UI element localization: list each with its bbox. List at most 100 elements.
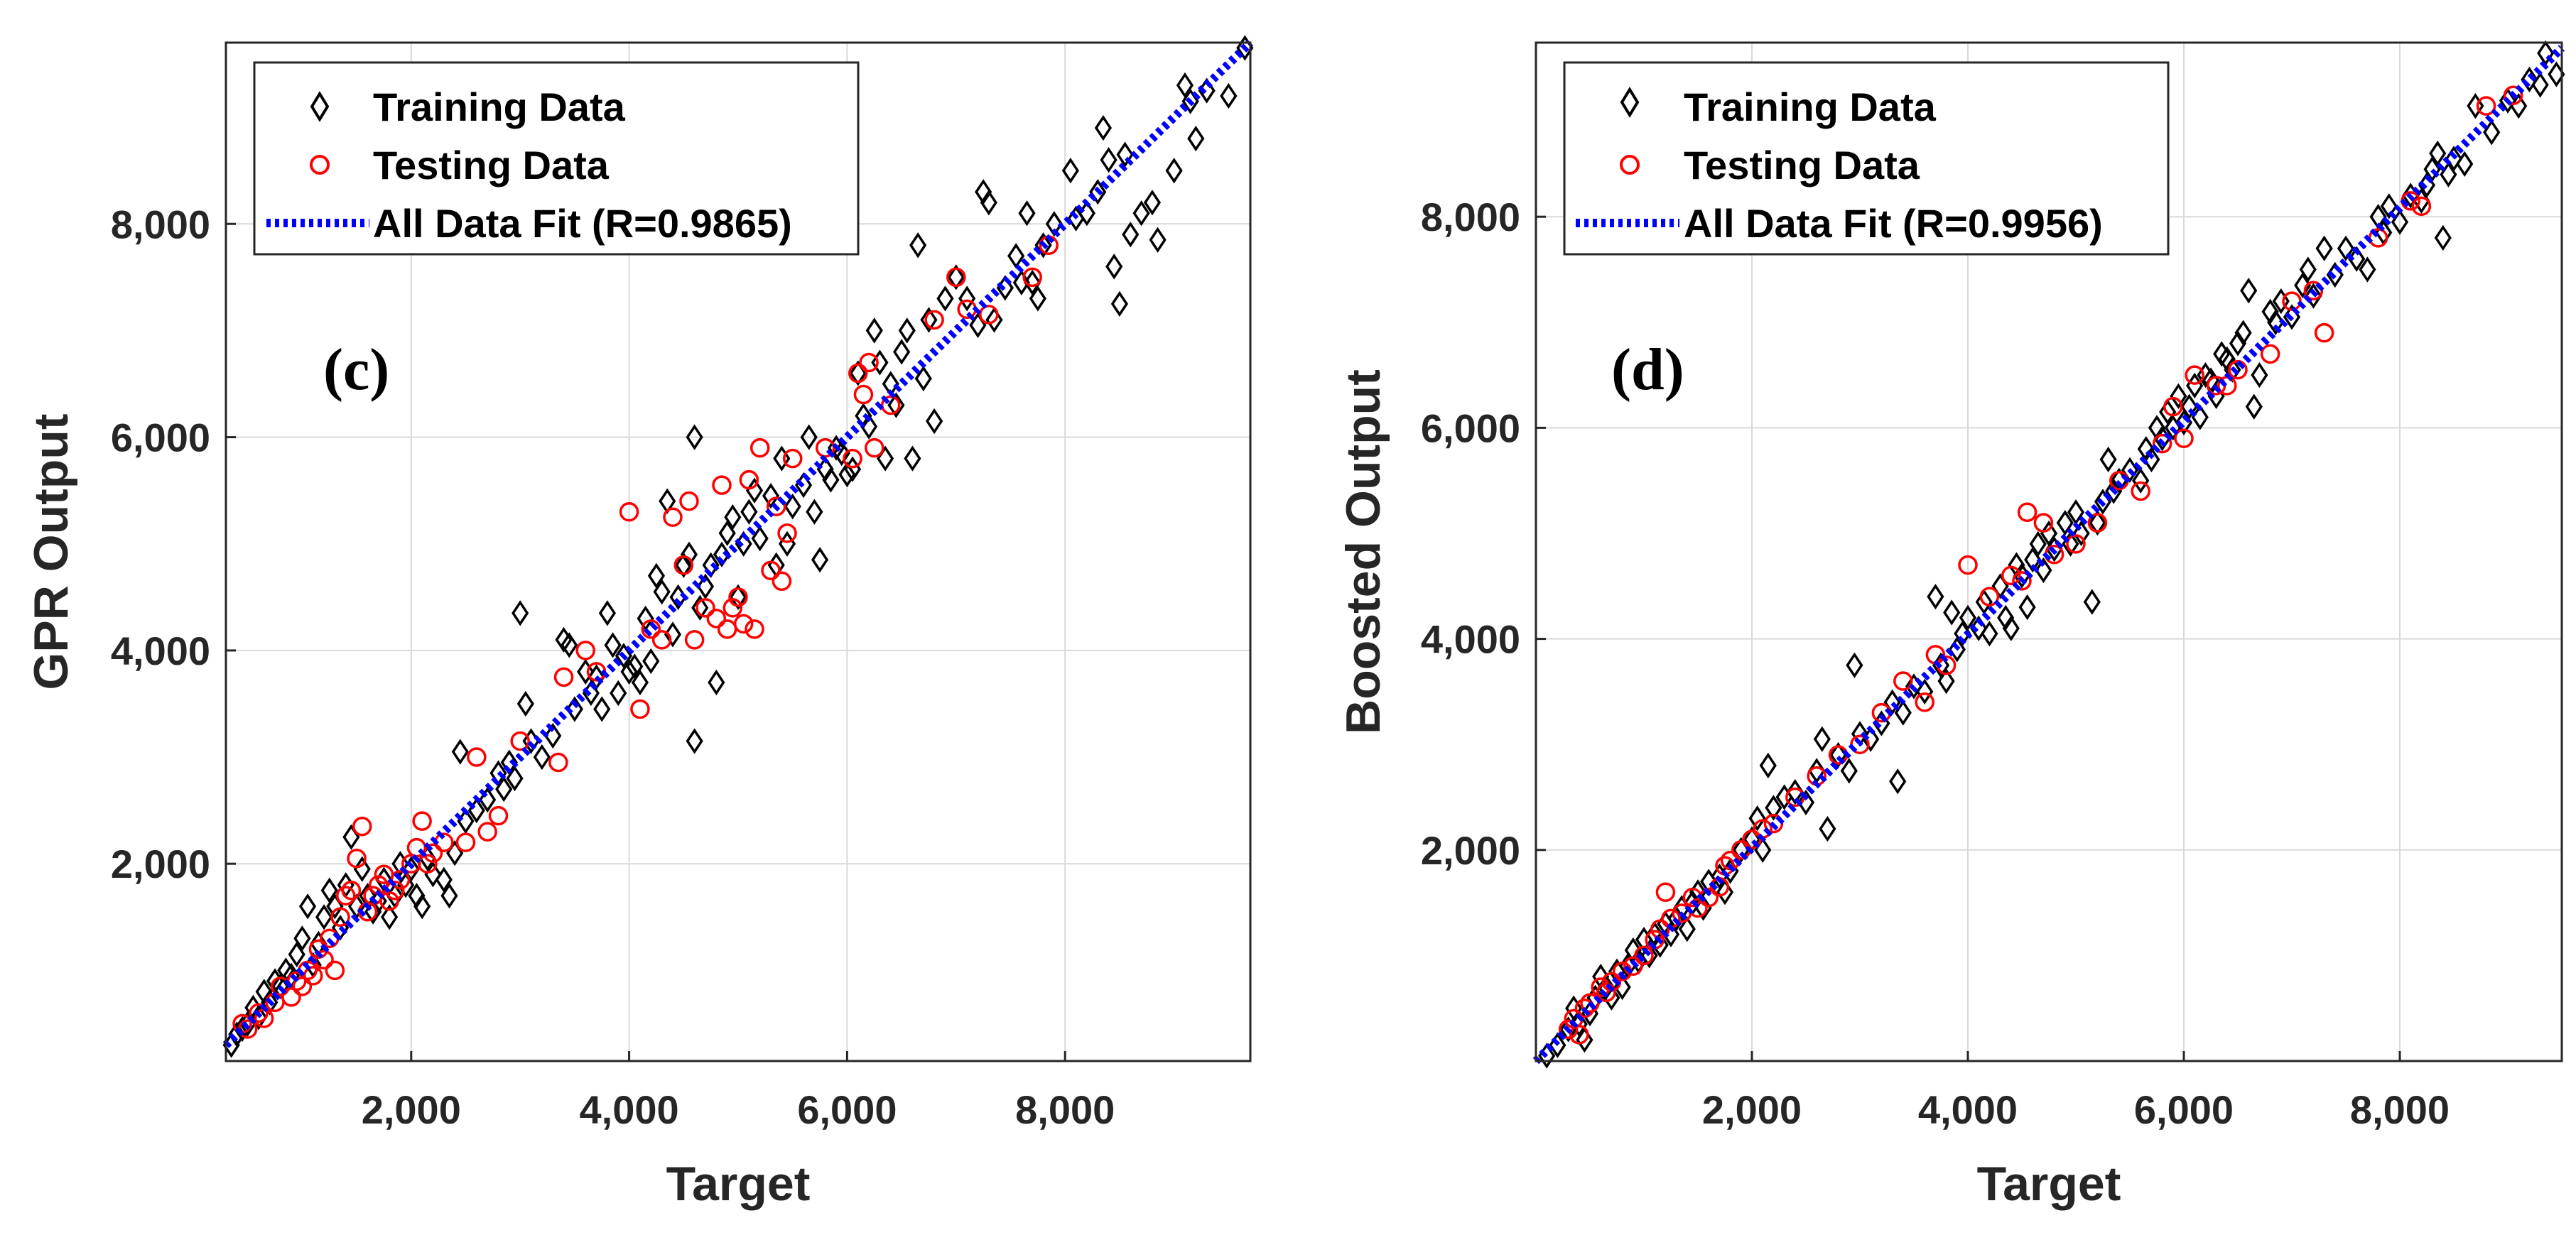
testing-data-point <box>352 816 372 837</box>
testing-data-point <box>347 848 367 869</box>
training-data-point <box>1576 1027 1593 1053</box>
testing-data-point <box>341 880 362 901</box>
testing-data-point <box>2163 396 2183 417</box>
training-data-point <box>860 413 878 440</box>
training-data-point <box>1948 636 1966 663</box>
testing-data-point <box>2314 322 2334 343</box>
training-data-point <box>1889 768 1907 795</box>
training-data-point <box>822 467 840 493</box>
training-data-point <box>729 584 747 610</box>
training-data-point <box>1716 879 1734 905</box>
y-tick-label: 4,000 <box>1421 617 1520 662</box>
training-data-point <box>2240 278 2258 304</box>
training-data-point <box>1565 995 1583 1021</box>
testing-data-point <box>843 448 862 469</box>
testing-data-point <box>2260 344 2280 364</box>
training-data-point <box>516 690 534 717</box>
training-data-point <box>2245 393 2263 420</box>
testing-data-point <box>859 352 879 373</box>
testing-data-point <box>663 507 683 527</box>
training-data-point <box>2483 119 2501 146</box>
training-data-point <box>1045 211 1063 237</box>
training-data-point <box>724 504 742 531</box>
testing-data-point <box>2087 513 2108 533</box>
testing-data-point <box>2185 365 2204 385</box>
training-data-point <box>2456 151 2474 178</box>
testing-data-point <box>853 384 874 405</box>
training-data-point <box>544 722 562 749</box>
training-data-point <box>1786 778 1804 805</box>
training-data-point <box>2510 93 2528 119</box>
testing-data-point <box>510 731 530 751</box>
training-data-point <box>620 658 638 685</box>
fit-line <box>1532 45 2565 1065</box>
y-ticks: 2,000 4,000 6,000 8,000 <box>1421 195 1546 873</box>
training-data-point <box>1829 741 1847 768</box>
training-data-point <box>2267 309 2285 335</box>
legend: Training Data Testing Data All Data Fit … <box>1563 61 2170 256</box>
training-data-point <box>2083 589 2101 615</box>
testing-data-point <box>772 571 792 592</box>
training-data-point <box>2121 457 2139 483</box>
training-data-point <box>893 339 911 365</box>
testing-data-point <box>739 469 759 490</box>
testing-data-point <box>2411 196 2432 217</box>
x-tick-label: 8,000 <box>1015 1087 1115 1132</box>
training-data-point <box>1916 678 1934 705</box>
testing-data-point <box>249 1003 269 1023</box>
training-data-point <box>255 979 273 1005</box>
testing-data-point <box>865 437 884 458</box>
training-data-point <box>2180 393 2198 420</box>
training-data-point <box>561 632 578 658</box>
training-data-point <box>686 728 703 754</box>
x-axis-label: Target <box>666 1157 811 1211</box>
testing-data-point <box>619 501 639 522</box>
training-data-point <box>865 317 883 344</box>
training-data-point <box>1143 190 1162 216</box>
training-data-point <box>806 499 823 525</box>
training-data-point <box>914 365 932 392</box>
training-data-point <box>1132 200 1150 227</box>
training-data-point <box>577 658 595 685</box>
training-data-point <box>2380 193 2398 219</box>
training-data-point <box>1034 232 1052 259</box>
testing-data-point <box>924 310 944 330</box>
training-data-point <box>762 483 780 509</box>
training-data-point <box>2159 398 2177 425</box>
testing-data-point <box>712 475 732 495</box>
training-data-point <box>2467 93 2484 119</box>
training-data-point <box>2072 520 2090 547</box>
testing-data-point <box>673 555 694 575</box>
training-data-point <box>642 648 660 675</box>
training-data-point <box>2251 361 2268 388</box>
legend-marker-testing <box>310 155 330 175</box>
training-data-point <box>451 739 469 765</box>
training-data-point <box>871 349 889 376</box>
training-data-point <box>675 552 693 578</box>
training-data-point <box>691 594 709 621</box>
training-data-point <box>293 925 311 952</box>
testing-data-point <box>2152 433 2172 454</box>
testing-data-point <box>2131 481 2150 501</box>
training-data-point <box>909 232 927 259</box>
training-data-point <box>2499 87 2517 114</box>
testing-data-point <box>749 437 770 458</box>
training-data-point <box>1187 125 1205 152</box>
training-data-point <box>2315 235 2333 261</box>
training-data-point <box>2132 467 2150 494</box>
training-data-point <box>1029 285 1046 312</box>
training-data-point <box>751 526 769 552</box>
training-data-point <box>1149 227 1167 253</box>
scatter-points <box>222 35 1254 1058</box>
testing-data-point <box>2066 534 2086 554</box>
training-data-point <box>1937 668 1955 695</box>
training-data-point <box>2294 272 2312 298</box>
panel-label: (c) <box>323 337 389 403</box>
training-data-point <box>1662 921 1680 947</box>
testing-data-point <box>1650 919 1670 939</box>
training-data-point <box>1570 1011 1588 1038</box>
x-tick-label: 6,000 <box>797 1087 897 1132</box>
training-data-point <box>838 461 856 488</box>
testing-data-point <box>303 966 323 986</box>
training-data-point <box>2440 161 2457 187</box>
